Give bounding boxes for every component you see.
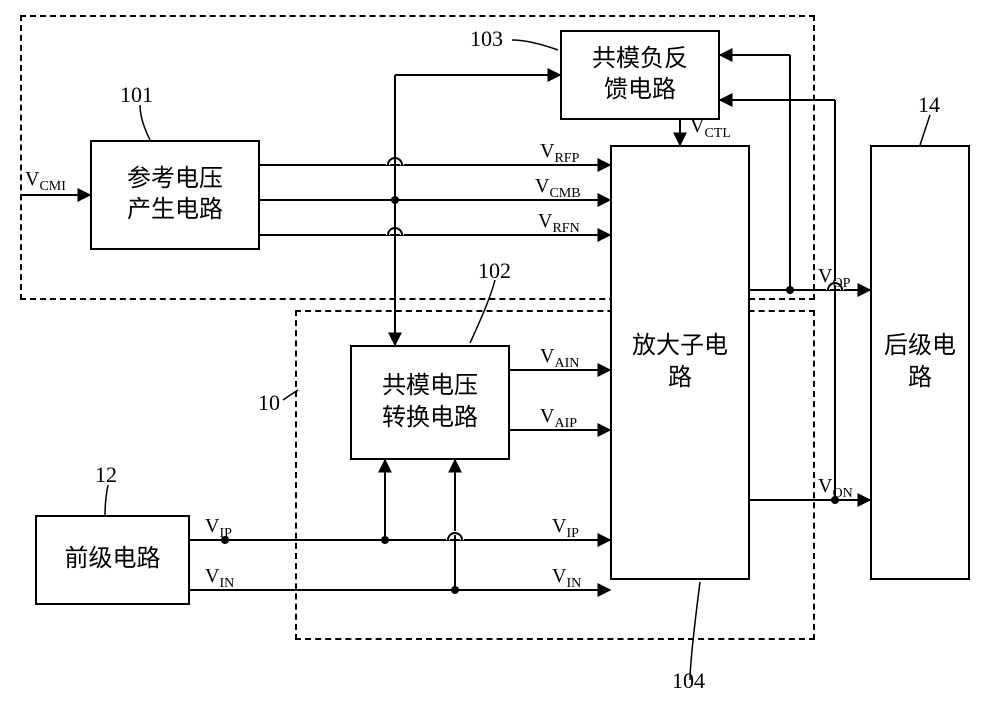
sig-vain: VAIN: [540, 345, 579, 372]
sig-vop: VOP: [818, 265, 850, 292]
block-14: 后级电路: [870, 145, 970, 580]
num-10: 10: [258, 390, 280, 416]
block-101-label: 参考电压产生电路: [123, 160, 227, 230]
sig-von: VON: [818, 475, 853, 502]
block-102: 共模电压转换电路: [350, 345, 510, 460]
block-102-label: 共模电压转换电路: [378, 367, 482, 437]
block-103-label: 共模负反馈电路: [588, 40, 692, 110]
sig-vip-left: VIP: [205, 515, 232, 542]
block-12: 前级电路: [35, 515, 190, 605]
sig-vrfn: VRFN: [538, 210, 580, 237]
sig-vctl: VCTL: [690, 115, 731, 142]
block-103: 共模负反馈电路: [560, 30, 720, 120]
num-12: 12: [95, 462, 117, 488]
block-101: 参考电压产生电路: [90, 140, 260, 250]
sig-vrfp: VRFP: [540, 140, 579, 167]
num-102: 102: [478, 258, 511, 284]
sig-vin-left: VIN: [205, 565, 234, 592]
num-103: 103: [470, 26, 503, 52]
block-14-label: 后级电路: [872, 327, 968, 397]
sig-vcmb: VCMB: [535, 175, 581, 202]
num-104: 104: [672, 668, 705, 694]
sig-vin-right: VIN: [552, 565, 581, 592]
sig-vcmi: VCMI: [25, 168, 66, 195]
block-104-label: 放大子电路: [628, 327, 732, 397]
block-104: 放大子电路: [610, 145, 750, 580]
sig-vaip: VAIP: [540, 405, 577, 432]
num-14: 14: [918, 92, 940, 118]
num-101: 101: [120, 82, 153, 108]
sig-vip-right: VIP: [552, 515, 579, 542]
block-12-label: 前级电路: [61, 540, 165, 579]
diagram-canvas: 参考电压产生电路 共模负反馈电路 放大子电路 共模电压转换电路 前级电路 后级电…: [0, 0, 1000, 706]
